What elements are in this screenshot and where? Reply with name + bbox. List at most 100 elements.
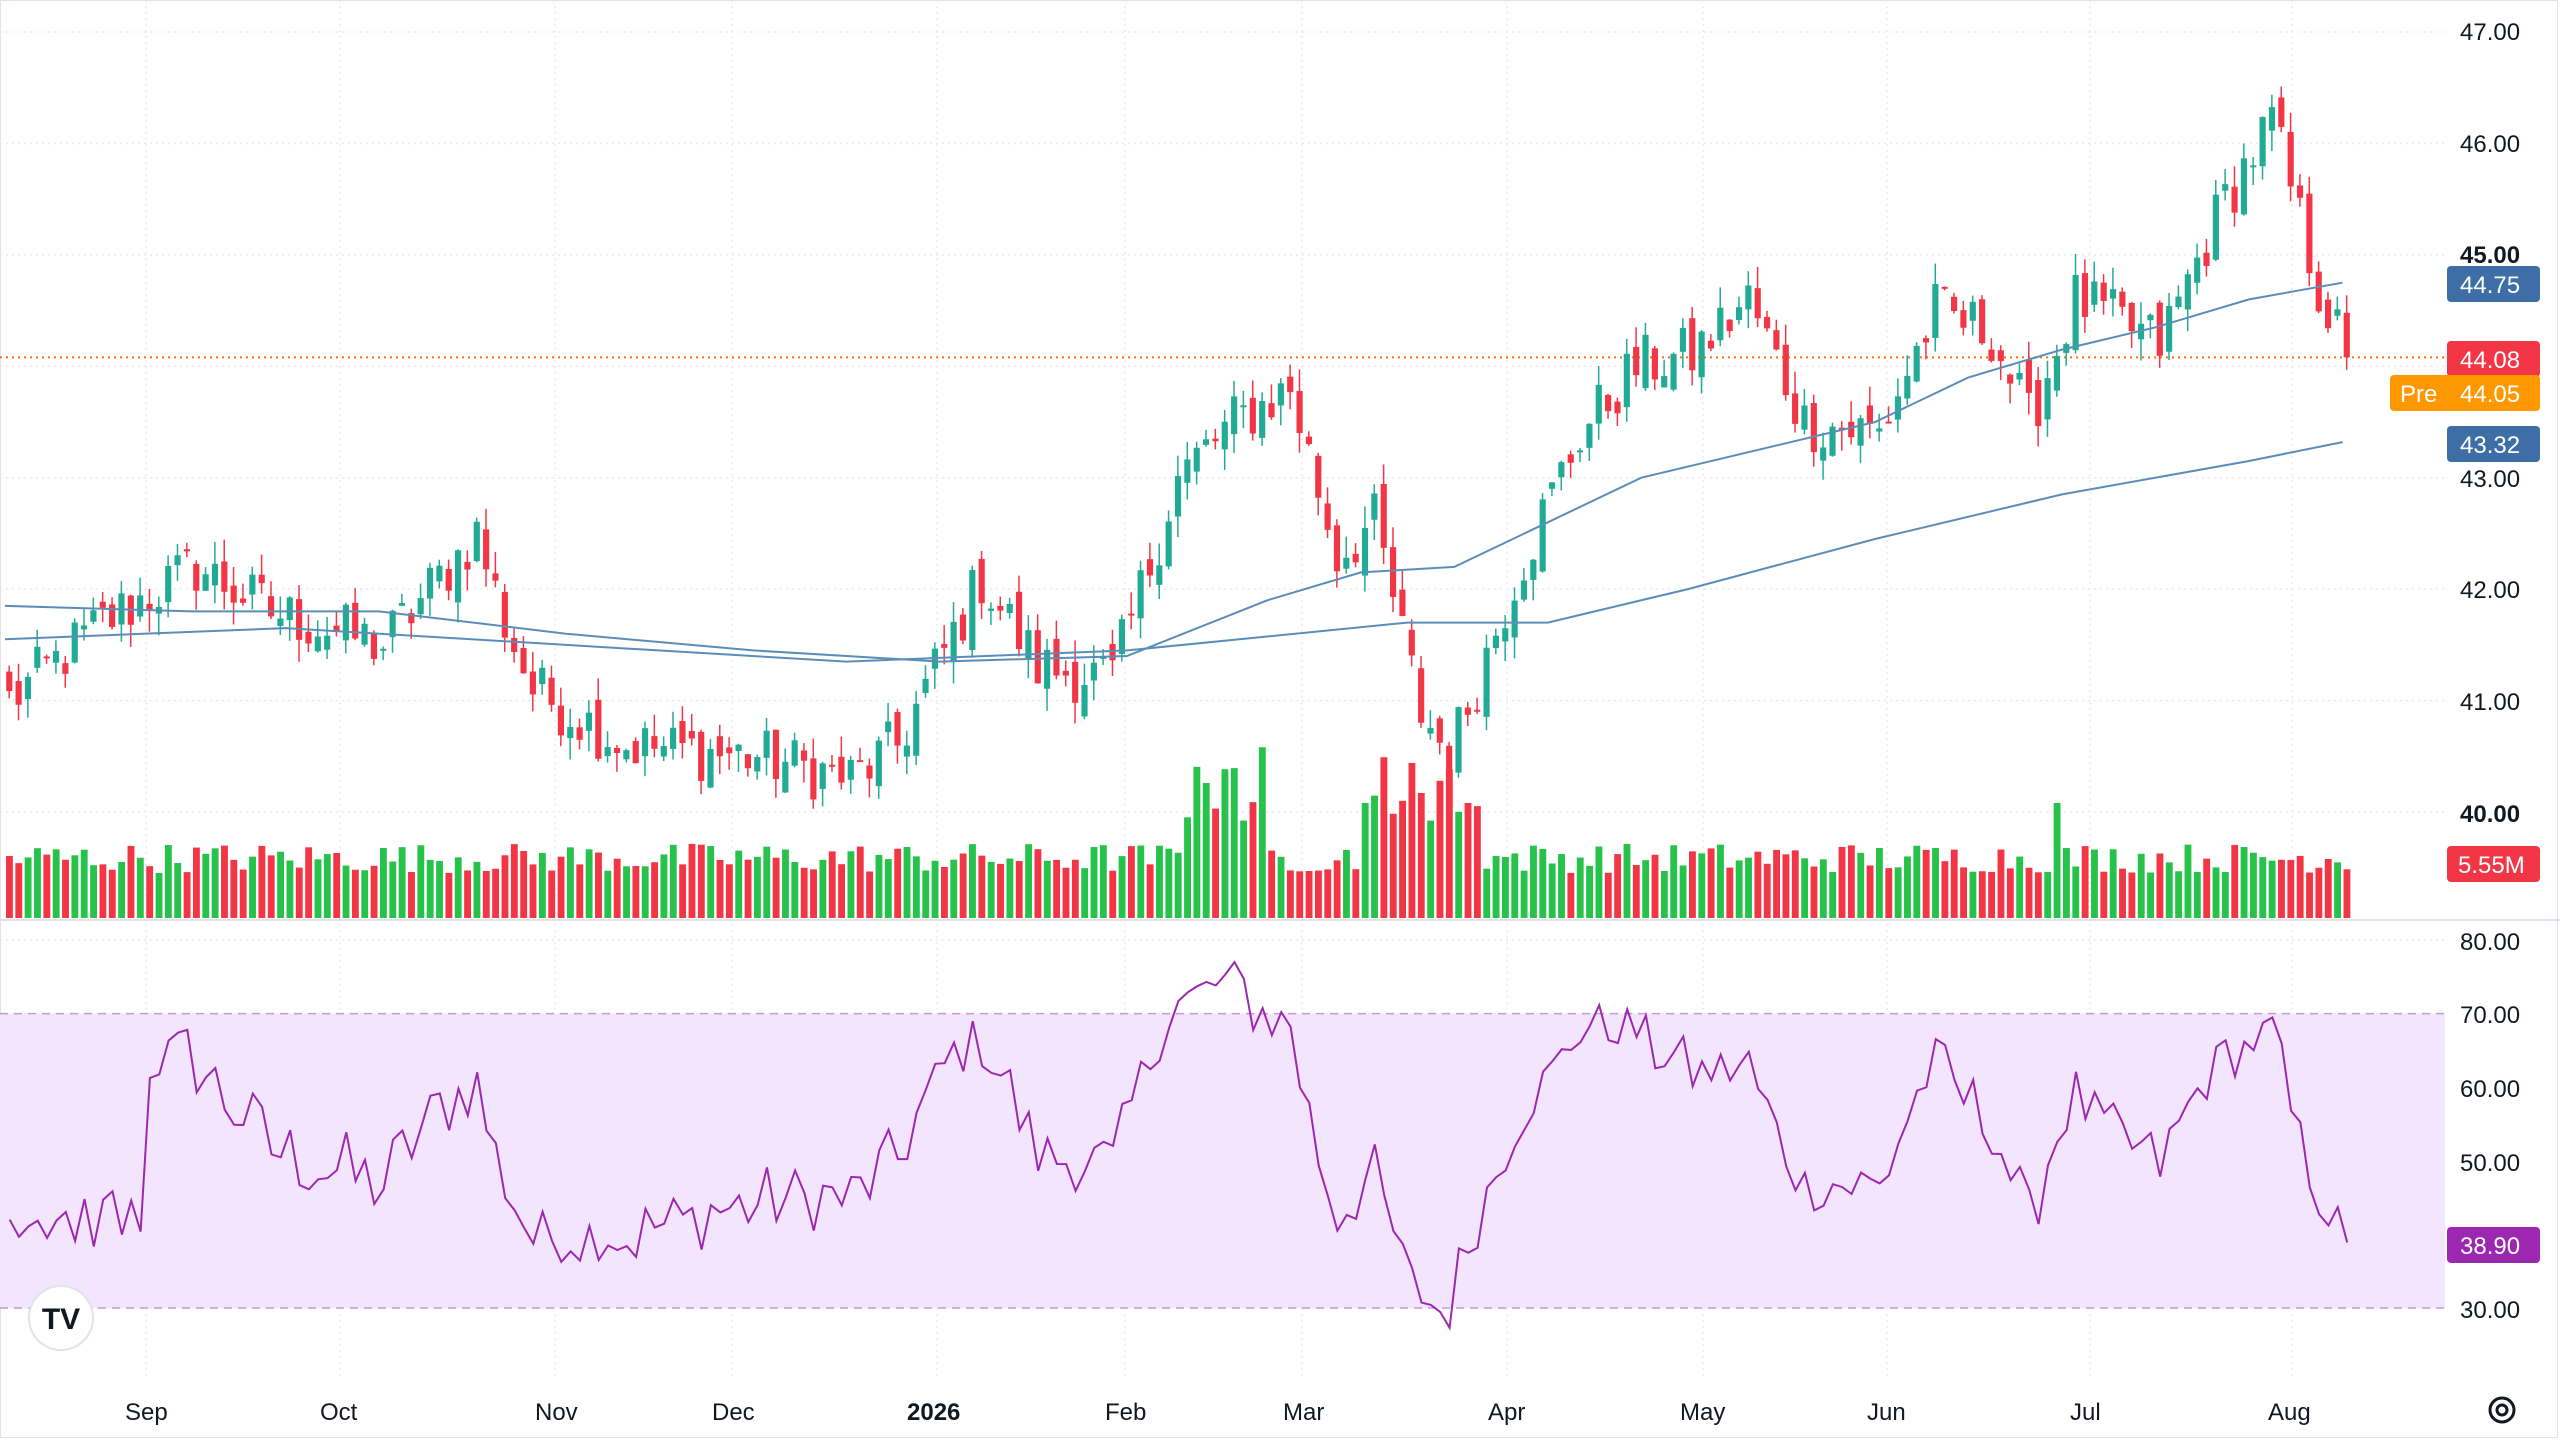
- volume-bar: [90, 865, 97, 918]
- settings-gear-icon[interactable]: [2488, 1396, 2516, 1424]
- volume-bar: [183, 872, 191, 918]
- volume-bar: [1913, 845, 1921, 918]
- candle-body: [1838, 427, 1845, 430]
- rsi-axis[interactable]: 80.00 70.00 60.00 50.00 30.00: [2460, 929, 2520, 1324]
- candle-body: [1511, 600, 1518, 638]
- candle-body: [1614, 401, 1621, 414]
- candle-body: [1118, 619, 1125, 654]
- time-axis[interactable]: Sep Oct Nov Dec 2026 Feb Mar Apr May Jun…: [125, 1399, 2311, 1426]
- candle-body: [829, 764, 836, 767]
- candle-body: [1231, 396, 1238, 435]
- candle-body: [1866, 405, 1873, 424]
- volume-bar: [1427, 820, 1435, 918]
- candle-body: [2147, 314, 2154, 321]
- candle-body: [997, 605, 1004, 611]
- candle-body: [576, 727, 583, 740]
- volume-bar: [669, 844, 677, 918]
- candle-body: [670, 727, 677, 749]
- candle-body: [1885, 421, 1892, 424]
- volume-bar: [1614, 854, 1622, 918]
- candle-body: [2268, 107, 2276, 131]
- volume-bar: [2315, 867, 2323, 918]
- volume-bar: [1838, 846, 1846, 918]
- volume-bar: [2221, 872, 2229, 918]
- candle-body: [1520, 580, 1528, 600]
- rsi-tick: 70.00: [2460, 1002, 2520, 1029]
- candle-body: [239, 598, 247, 603]
- volume-bar: [1997, 849, 2005, 918]
- volume-bar: [1773, 849, 1780, 918]
- volume-bar: [1408, 762, 1416, 918]
- candle-body: [1203, 439, 1210, 445]
- volume-bar: [1670, 845, 1678, 918]
- volume-bar: [492, 868, 500, 918]
- volume-bar: [52, 849, 60, 918]
- price-tick: 41.00: [2460, 689, 2520, 716]
- candle-body: [1726, 319, 1733, 332]
- volume-bar: [221, 845, 228, 918]
- volume-bar: [782, 849, 789, 918]
- candle-body: [1212, 438, 1219, 442]
- volume-bar: [2343, 869, 2351, 918]
- volume-bar: [202, 853, 210, 918]
- volume-bar: [856, 846, 864, 918]
- volume-bar: [520, 851, 528, 918]
- candle-body: [2315, 271, 2322, 312]
- volume-bar: [912, 856, 920, 918]
- volume-bar: [1950, 849, 1958, 918]
- candle-body: [1277, 383, 1284, 406]
- volume-bar: [1436, 780, 1444, 918]
- price-tick: 46.00: [2460, 131, 2520, 158]
- candle-body: [810, 758, 817, 800]
- candle-body: [90, 610, 97, 622]
- volume-bar: [1558, 854, 1565, 918]
- candle-body: [1689, 318, 1696, 371]
- candle-body: [398, 603, 406, 606]
- candle-body: [1997, 350, 2004, 362]
- volume-bar: [501, 855, 509, 918]
- candle-body: [1876, 428, 1883, 432]
- volume-bar: [2324, 858, 2332, 918]
- volume-bar: [1539, 848, 1547, 918]
- candle-body: [1745, 285, 1752, 310]
- volume-bar: [1876, 848, 1883, 918]
- candle-body: [511, 637, 518, 653]
- volume-bar: [1315, 870, 1322, 918]
- volume-bar: [641, 866, 649, 918]
- volume-bar: [1118, 856, 1126, 918]
- volume-bar: [529, 864, 537, 918]
- candle-body: [1623, 353, 1630, 408]
- volume-bar: [987, 861, 995, 918]
- volume-bar: [2081, 846, 2089, 918]
- candle-body: [819, 763, 826, 789]
- candle-body: [1399, 589, 1406, 616]
- candle-body: [1371, 493, 1378, 520]
- volume-bar: [43, 854, 51, 918]
- volume-bar: [557, 856, 565, 918]
- volume-bar: [1277, 856, 1285, 918]
- volume-bar: [2025, 867, 2033, 918]
- candle-body: [1670, 353, 1677, 390]
- price-axis[interactable]: 47.00 46.00 45.00 43.00 42.00 41.00 40.0…: [2460, 19, 2520, 828]
- candle-body: [1595, 384, 1602, 424]
- volume-bar: [1249, 802, 1257, 918]
- volume-bar: [1576, 857, 1584, 918]
- volume-bar: [754, 856, 761, 918]
- tradingview-logo[interactable]: TV: [28, 1285, 94, 1351]
- candle-body: [1530, 559, 1537, 580]
- candle-body: [2016, 372, 2023, 380]
- candle-body: [1081, 684, 1088, 717]
- candle-body: [1072, 661, 1079, 703]
- candle-body: [1062, 670, 1069, 676]
- candle-body: [1296, 391, 1303, 433]
- volume-bar: [632, 865, 640, 918]
- time-label: Feb: [1105, 1399, 1146, 1426]
- candle-body: [539, 667, 546, 685]
- candle-body: [1829, 426, 1836, 456]
- candle-body: [754, 757, 761, 772]
- candle-body: [2091, 281, 2098, 305]
- volume-bar: [1632, 865, 1640, 918]
- volume-bar: [267, 855, 275, 918]
- candle-body: [1174, 475, 1182, 517]
